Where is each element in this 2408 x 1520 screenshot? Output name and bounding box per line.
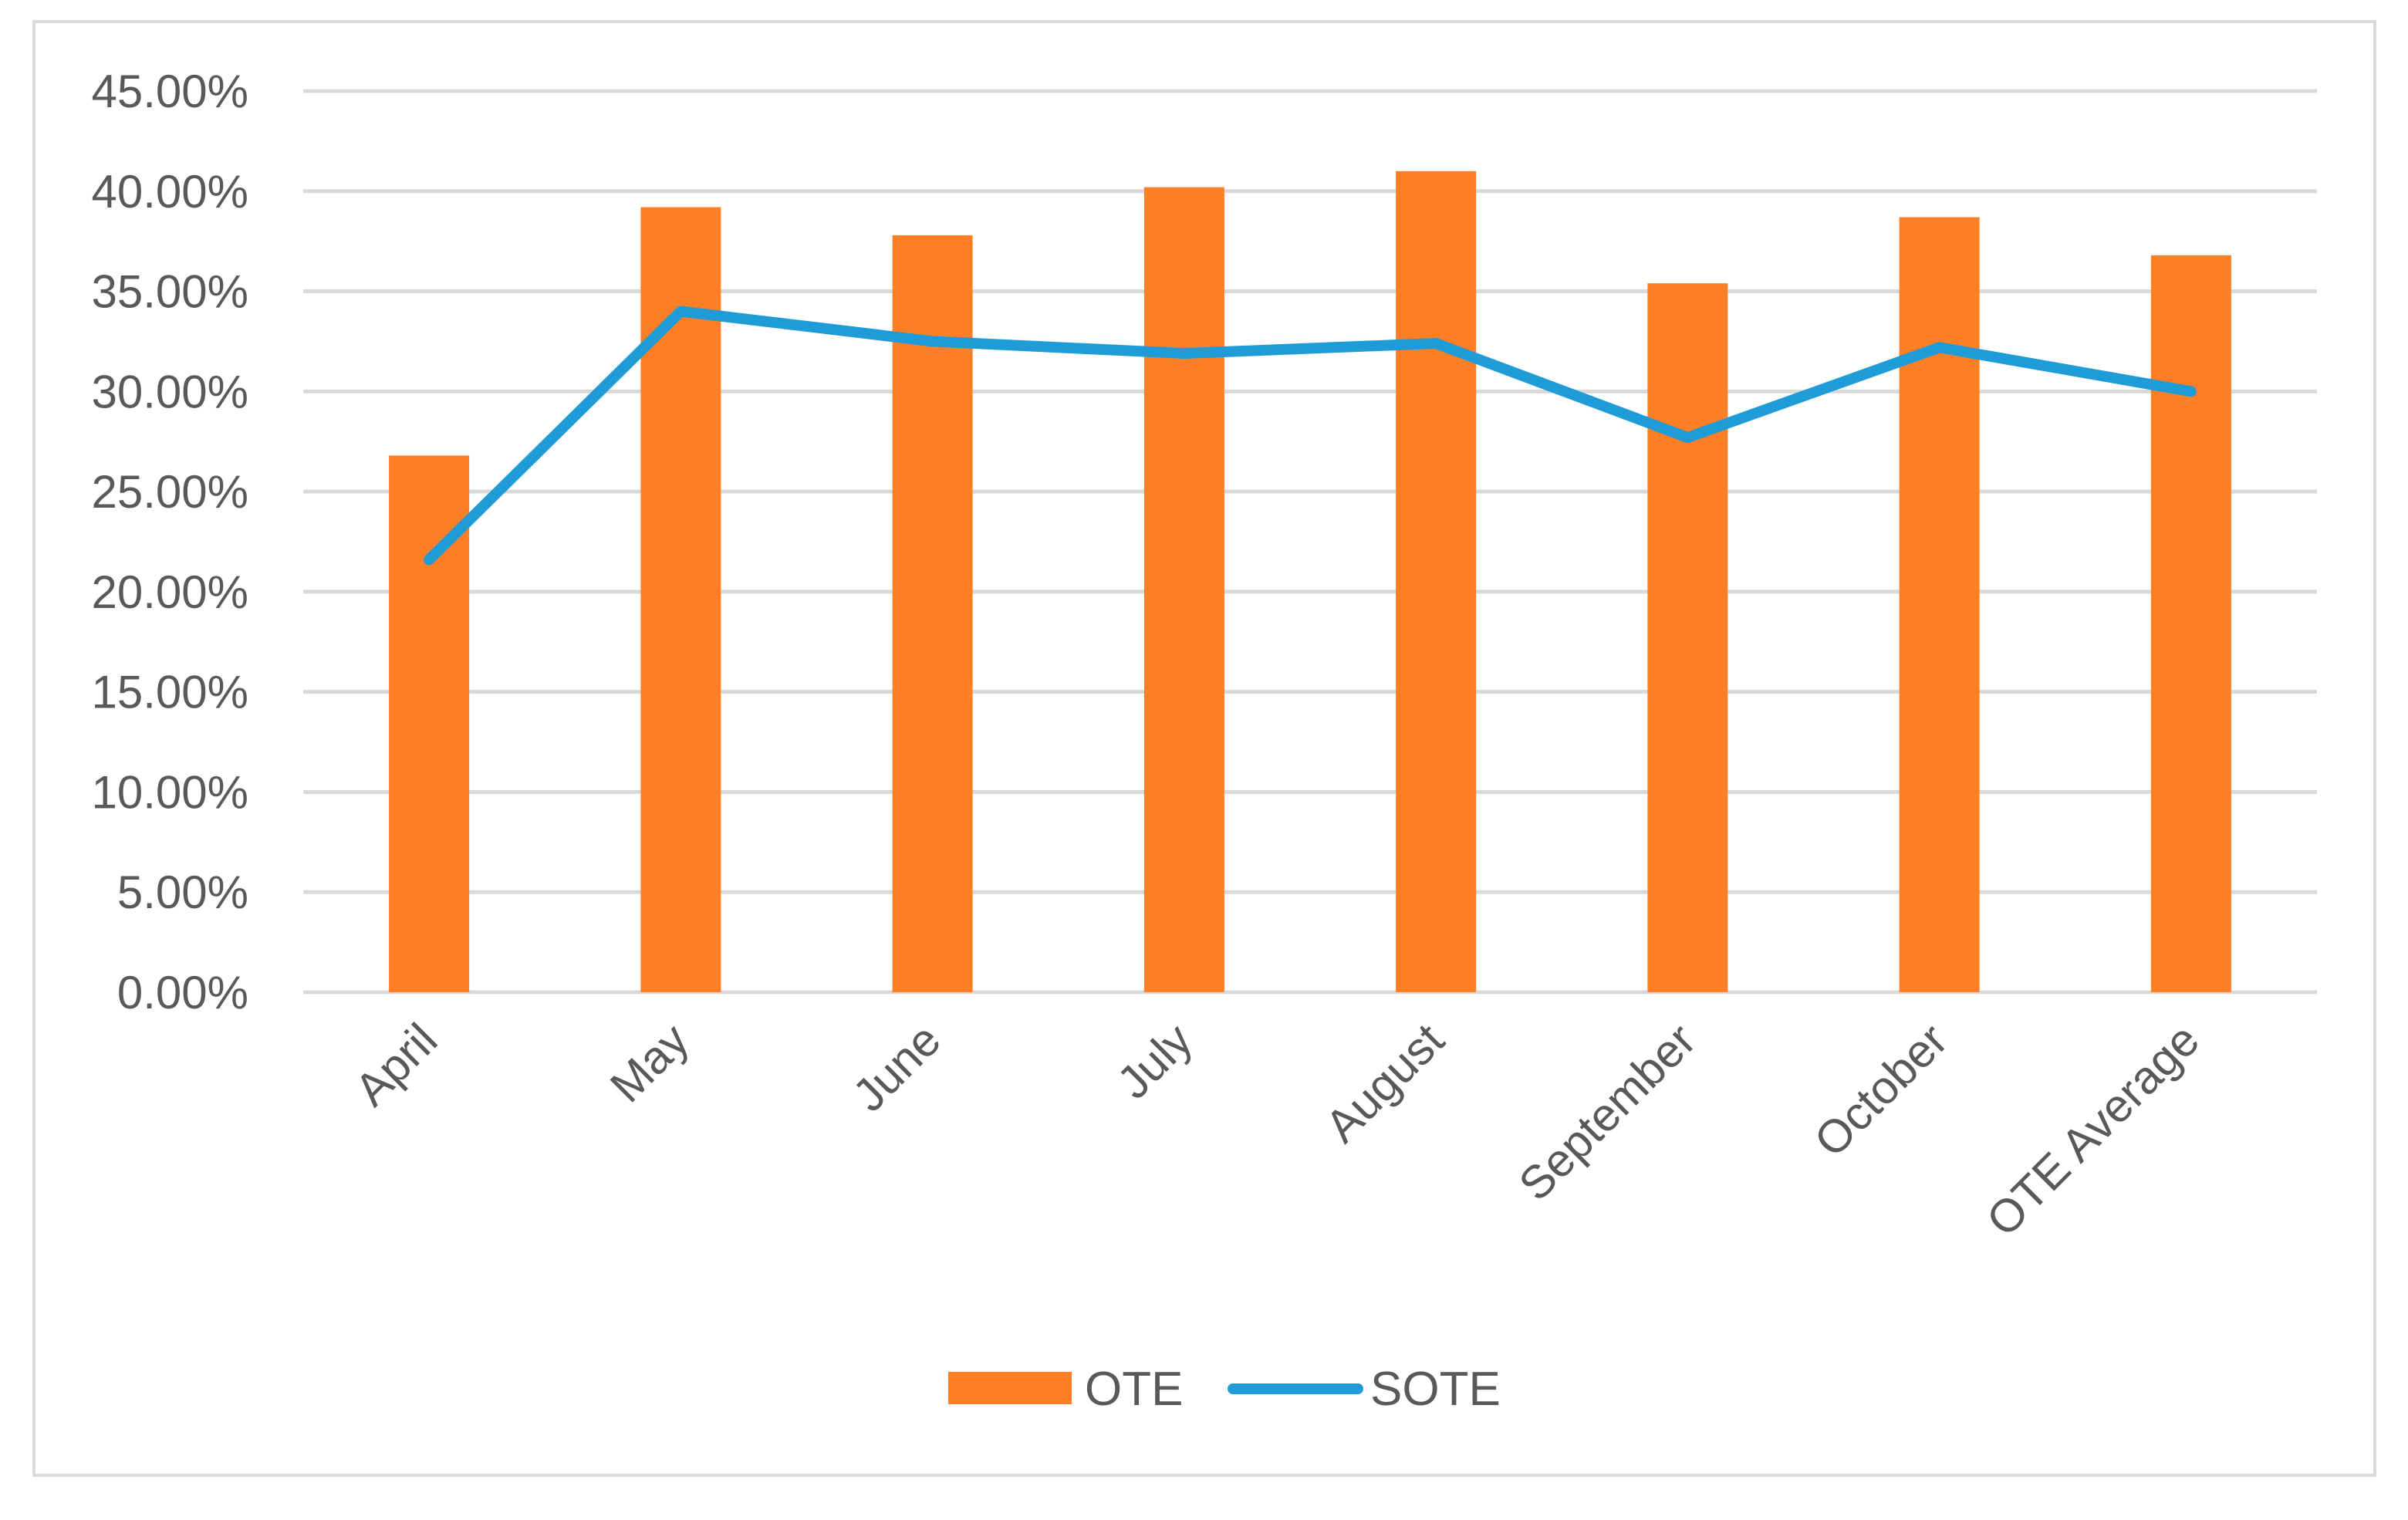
sote-point (1435, 343, 1437, 344)
ote-bar (640, 207, 721, 992)
sote-point (428, 559, 430, 560)
sote-point (1687, 437, 1688, 438)
sote-point (932, 340, 934, 342)
legend: OTE SOTE (948, 1363, 1501, 1416)
y-tick-label: 30.00% (92, 366, 249, 417)
x-tick-label: July (1107, 1014, 1202, 1109)
y-tick-label: 10.00% (92, 766, 249, 818)
y-tick-label: 5.00% (117, 866, 248, 918)
y-tick-label: 45.00% (92, 66, 249, 117)
y-tick-label: 35.00% (92, 266, 249, 318)
x-tick-label: August (1315, 1014, 1454, 1153)
x-tick-label: October (1805, 1014, 1957, 1167)
y-tick-label: 15.00% (92, 667, 249, 718)
sote-series-line (424, 306, 2197, 566)
y-tick-label: 0.00% (117, 967, 248, 1018)
x-tick-label: OTE Average (1977, 1014, 2209, 1246)
ote-bar (1396, 171, 1477, 992)
gridlines (303, 89, 2317, 995)
legend-ote-label: OTE (1085, 1363, 1183, 1416)
ote-bar (389, 455, 470, 992)
ote-bar (1647, 283, 1728, 992)
y-tick-label: 20.00% (92, 566, 249, 618)
sote-point (1939, 346, 1940, 348)
sote-point (2190, 390, 2192, 392)
ote-bar (1899, 217, 1980, 992)
x-tick-label: September (1509, 1014, 1706, 1211)
x-tick-label: June (843, 1014, 950, 1121)
ote-bar (1143, 187, 1224, 992)
y-tick-label: 40.00% (92, 166, 249, 218)
legend-ote-swatch (948, 1372, 1072, 1404)
ote-bars (389, 171, 2231, 992)
y-axis-ticks: 0.00% 5.00% 10.00% 15.00% 20.00% 25.00% 30.00%… (92, 66, 249, 1018)
ote-bar (892, 235, 973, 992)
ote-bar (2150, 255, 2231, 992)
sote-line (424, 306, 2197, 566)
y-tick-label: 25.00% (92, 466, 249, 518)
x-axis-labels: April May June July August September October OT… (345, 1014, 2209, 1247)
legend-sote-label: SOTE (1370, 1363, 1501, 1416)
x-tick-label: May (600, 1014, 699, 1113)
x-tick-label: April (345, 1014, 447, 1116)
